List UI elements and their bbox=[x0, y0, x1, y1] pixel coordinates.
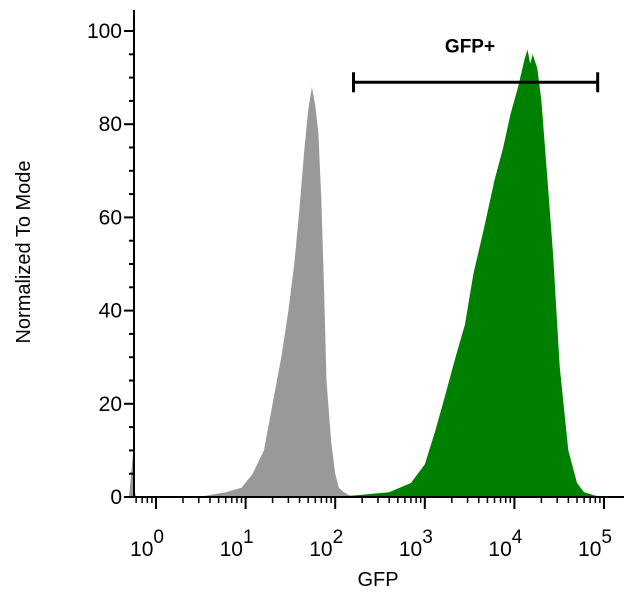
gate-layer: GFP+ bbox=[351, 36, 600, 93]
x-tick-label: 100 bbox=[130, 527, 164, 561]
x-tick-label: 101 bbox=[220, 527, 254, 561]
x-axis-title: GFP bbox=[357, 569, 398, 591]
y-axis-title: Normalized To Mode bbox=[13, 160, 35, 343]
y-tick-label: 40 bbox=[99, 300, 122, 323]
histogram-series-1 bbox=[129, 86, 363, 498]
histogram-series-layer bbox=[129, 49, 604, 498]
x-tick-label: 105 bbox=[578, 527, 612, 561]
x-tick-label: 102 bbox=[309, 527, 343, 561]
tick-layer: 0 20 40 60 80 100 100 101 102 103 104 105 bbox=[87, 20, 612, 561]
y-tick-label: 60 bbox=[99, 206, 122, 229]
x-tick-label: 103 bbox=[399, 527, 433, 561]
histogram-series-2 bbox=[335, 49, 604, 497]
y-tick-label: 80 bbox=[99, 113, 122, 136]
x-tick-label: 104 bbox=[488, 527, 522, 561]
y-tick-label: 100 bbox=[87, 20, 122, 43]
y-tick-label: 20 bbox=[99, 393, 122, 416]
y-tick-label: 0 bbox=[110, 486, 122, 509]
gate-label: GFP+ bbox=[445, 36, 495, 57]
axis-layer bbox=[133, 10, 624, 498]
